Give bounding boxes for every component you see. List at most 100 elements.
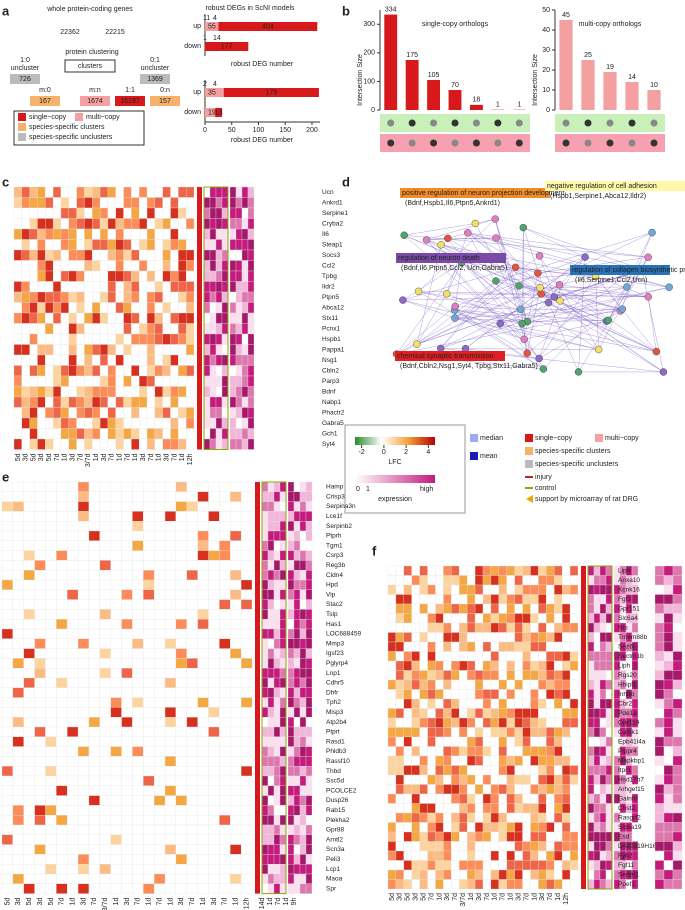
heat-cell — [12, 746, 24, 757]
heat-cell — [99, 249, 109, 261]
heat-cell — [569, 613, 579, 624]
value-label: 25 — [584, 52, 592, 59]
heat-cell — [663, 755, 674, 766]
heat-cell — [170, 365, 179, 377]
heat-cell — [530, 736, 539, 747]
heat-cell — [219, 501, 231, 512]
shape — [13, 110, 145, 146]
heat-cell — [175, 726, 187, 737]
heat-cell — [554, 841, 563, 852]
heat-cell — [554, 565, 563, 576]
heat-cell — [110, 873, 122, 884]
heat-cell — [164, 707, 177, 718]
gene: Lce1f — [326, 513, 342, 520]
heat-cell — [229, 386, 237, 398]
heat-cell — [427, 708, 436, 719]
edge — [404, 235, 561, 302]
heat-cell — [84, 207, 93, 219]
heat-cell — [654, 622, 665, 633]
edge — [523, 227, 586, 258]
heat-cell — [599, 613, 607, 624]
label: up — [193, 23, 201, 30]
heat-cell — [13, 344, 22, 356]
heat-cell — [107, 260, 116, 272]
heat-cell — [215, 354, 223, 366]
label: multi−copy — [86, 114, 120, 121]
heat-cell — [443, 565, 452, 576]
heat-cell — [562, 841, 571, 852]
heat-cell — [299, 864, 307, 875]
heat-cell — [107, 396, 116, 408]
heat-cell — [132, 775, 144, 786]
label: 1:0 — [20, 57, 30, 64]
heat-cell — [77, 677, 90, 688]
heat-cell — [197, 834, 209, 845]
heat-cell — [60, 323, 69, 335]
label: -2 — [359, 449, 365, 456]
heat-cell — [240, 511, 253, 522]
heat-cell — [164, 501, 177, 512]
gene: Pcnx1 — [322, 325, 340, 332]
node — [652, 347, 661, 356]
heat-cell — [221, 312, 229, 324]
heat-cell — [221, 417, 229, 429]
heat-cell — [451, 594, 460, 605]
heat-cell — [530, 584, 539, 595]
heat-cell — [99, 291, 109, 303]
heat-cell — [23, 481, 35, 492]
heat-cell — [293, 668, 301, 679]
heat-cell — [672, 632, 683, 643]
heat-cell — [99, 775, 111, 786]
heat-cell — [474, 603, 484, 614]
heat-cell — [403, 641, 412, 652]
heat-cell — [76, 386, 85, 398]
heat-cell — [115, 407, 124, 419]
heat-cell — [235, 417, 243, 429]
heat-cell — [498, 755, 507, 766]
heat-cell — [67, 658, 79, 669]
heat-cell — [299, 511, 307, 522]
heat-cell — [305, 481, 313, 492]
heat-cell — [459, 746, 468, 757]
heat-cell — [546, 565, 555, 576]
dot — [451, 139, 459, 147]
heat-cell — [443, 755, 452, 766]
heat-cell — [146, 438, 156, 450]
heat-cell — [178, 354, 187, 366]
heat-cell — [522, 670, 531, 681]
heat-cell — [203, 218, 211, 230]
time-label: 1d — [233, 898, 240, 906]
heat-cell — [154, 302, 163, 314]
heat-cell — [1, 883, 14, 894]
edge — [402, 267, 516, 301]
heat-cell — [538, 850, 547, 861]
heat-cell — [68, 260, 77, 272]
heat-cell — [663, 765, 674, 776]
heat-cell — [299, 521, 307, 532]
heat-cell — [131, 218, 140, 230]
heat-cell — [247, 407, 255, 419]
heat-cell — [208, 815, 220, 826]
heat-cell — [240, 550, 253, 561]
heat-cell — [132, 570, 144, 581]
heat-cell — [23, 697, 35, 708]
heat-cell — [92, 365, 101, 377]
heat-cell — [52, 312, 62, 324]
heat-cell — [569, 575, 579, 586]
gene: Sectm1b — [618, 653, 644, 660]
heat-cell — [110, 677, 122, 688]
heat-cell — [143, 873, 155, 884]
heat-cell — [261, 481, 269, 492]
frame — [203, 186, 229, 450]
heat-cell — [538, 812, 547, 823]
heat-cell — [99, 677, 111, 688]
heat-cell — [131, 386, 140, 398]
heat-cell — [538, 584, 547, 595]
heat-cell — [110, 550, 122, 561]
heat-cell — [34, 511, 46, 522]
heat-cell — [240, 609, 253, 620]
heat-cell — [305, 619, 313, 630]
gene: Anxa10 — [618, 577, 640, 584]
heat-cell — [593, 689, 601, 700]
heat-cell — [29, 354, 38, 366]
